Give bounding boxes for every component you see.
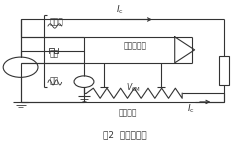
Text: $I_{\rm c}$: $I_{\rm c}$: [116, 4, 124, 16]
Text: 干扰源: 干扰源: [49, 17, 63, 26]
Text: 图2  共模场干扰: 图2 共模场干扰: [103, 131, 147, 140]
Text: $V_{\rm CM}$: $V_{\rm CM}$: [126, 82, 141, 94]
Text: 数字: 数字: [49, 49, 58, 58]
Text: 故障: 故障: [49, 77, 58, 85]
Text: $I_{\rm c}$: $I_{\rm c}$: [187, 102, 195, 115]
Text: 公共阻抗: 公共阻抗: [118, 108, 137, 117]
Text: 被干扰电路: 被干扰电路: [124, 42, 146, 51]
Bar: [220, 56, 230, 85]
